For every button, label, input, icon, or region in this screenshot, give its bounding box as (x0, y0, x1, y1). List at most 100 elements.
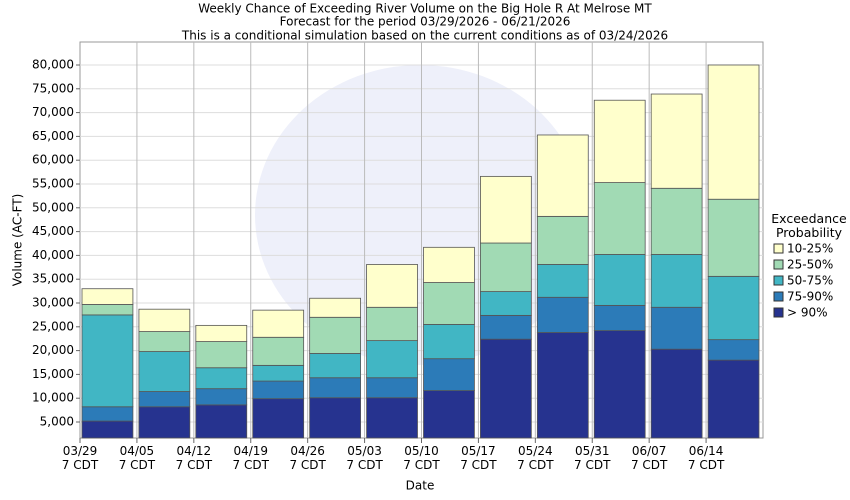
bar-segment (707, 339, 760, 361)
chart-subtitle: Forecast for the period 03/29/2026 - 06/… (280, 15, 571, 29)
bar-segment (138, 331, 191, 352)
bar-segment (536, 264, 589, 298)
bar-segment (593, 304, 646, 332)
bar-segment (252, 336, 305, 366)
bar-segment (707, 359, 760, 439)
bar-segment (195, 367, 248, 390)
x-tick-label: 06/14 7 CDT (687, 444, 725, 472)
bar-segment (252, 309, 305, 338)
x-tick-label: 04/05 7 CDT (118, 444, 156, 472)
y-axis-label: Volume (AC-FT) (11, 194, 25, 287)
bar-segment (423, 282, 475, 325)
bar-segment (309, 297, 361, 318)
y-tick-label: 30,000 (32, 296, 74, 310)
y-tick-label: 20,000 (32, 343, 74, 357)
bar-segment (195, 388, 248, 406)
x-tick-label: 05/10 7 CDT (403, 444, 440, 472)
chart-note: This is a conditional simulation based o… (181, 29, 668, 43)
bar-segment (366, 264, 418, 308)
x-tick-label: 04/26 7 CDT (289, 444, 326, 472)
x-tick-label: 05/31 7 CDT (574, 444, 611, 472)
legend-label: > 90% (787, 306, 828, 320)
bar-segment (138, 406, 191, 439)
bar-segment (423, 358, 475, 391)
x-tick-label: 04/12 7 CDT (175, 444, 213, 472)
y-tick-label: 15,000 (32, 367, 74, 381)
y-tick-label: 10,000 (32, 391, 74, 405)
y-tick-label: 55,000 (32, 176, 74, 190)
bar-segment (81, 288, 134, 305)
x-tick-label: 04/19 7 CDT (232, 444, 269, 472)
bar-segment (536, 332, 589, 439)
bar-segment (650, 306, 703, 350)
bar-segment (650, 187, 703, 255)
y-tick-label: 65,000 (32, 129, 74, 143)
bar-segment (366, 306, 418, 342)
bar-segment (707, 275, 760, 341)
y-tick-label: 25,000 (32, 319, 74, 333)
x-tick-label: 03/29 7 CDT (61, 444, 99, 472)
y-tick-label: 75,000 (32, 81, 74, 95)
legend-title: Exceedance Probability (771, 211, 847, 240)
bar-segment (650, 254, 703, 308)
y-tick-label: 45,000 (32, 224, 74, 238)
bar-segment (423, 390, 475, 439)
bar-segment (309, 377, 361, 399)
bar-segment (252, 364, 305, 382)
bar-segment (309, 316, 361, 354)
legend-swatch (773, 307, 784, 318)
legend-swatch (773, 259, 784, 270)
legend-label: 50-75% (787, 274, 833, 288)
x-tick-label: 05/03 7 CDT (346, 444, 383, 472)
bar-segment (138, 391, 191, 408)
bar-segment (195, 324, 248, 342)
bar-segment (366, 340, 418, 379)
bar-segment (309, 353, 361, 379)
x-tick-label: 05/24 7 CDT (517, 444, 554, 472)
legend-swatch (773, 243, 784, 254)
y-tick-label: 80,000 (32, 57, 74, 71)
bar-segment (480, 338, 532, 439)
bar-segment (593, 99, 646, 183)
bar-segment (81, 420, 134, 439)
bar-segment (593, 182, 646, 255)
bar-segment (593, 330, 646, 439)
bar-segment (195, 404, 248, 439)
bar-segment (536, 215, 589, 265)
x-tick-label: 05/17 7 CDT (460, 444, 497, 472)
y-tick-label: 50,000 (32, 200, 74, 214)
y-tick-label: 35,000 (32, 272, 74, 286)
bar-segment (366, 397, 418, 439)
y-tick-label: 5,000 (40, 415, 74, 429)
bar-segment (480, 314, 532, 340)
bar-segment (423, 246, 475, 283)
y-tick-label: 60,000 (32, 153, 74, 167)
legend-label: 10-25% (787, 242, 833, 256)
y-tick-label: 70,000 (32, 105, 74, 119)
legend-label: 75-90% (787, 290, 833, 304)
bar-segment (480, 291, 532, 316)
legend-swatch (773, 291, 784, 302)
bar-segment (480, 242, 532, 292)
bar-segment (138, 308, 191, 332)
bar-segment (252, 380, 305, 400)
x-axis-label: Date (406, 479, 435, 493)
bar-segment (81, 406, 134, 422)
y-tick-label: 40,000 (32, 248, 74, 262)
bar-segment (536, 296, 589, 333)
chart-title: Weekly Chance of Exceeding River Volume … (198, 2, 652, 16)
bar-segment (195, 341, 248, 369)
bar-segment (309, 397, 361, 439)
x-tick-label: 06/07 7 CDT (630, 444, 668, 472)
bar-segment (593, 254, 646, 306)
bar-segment (650, 348, 703, 439)
bar-segment (252, 398, 305, 439)
bar-segment (423, 324, 475, 360)
bar-segment (707, 64, 760, 200)
bar-segment (81, 304, 134, 316)
legend-swatch (773, 275, 784, 286)
bar-segment (536, 134, 589, 217)
bar-segment (138, 351, 191, 392)
